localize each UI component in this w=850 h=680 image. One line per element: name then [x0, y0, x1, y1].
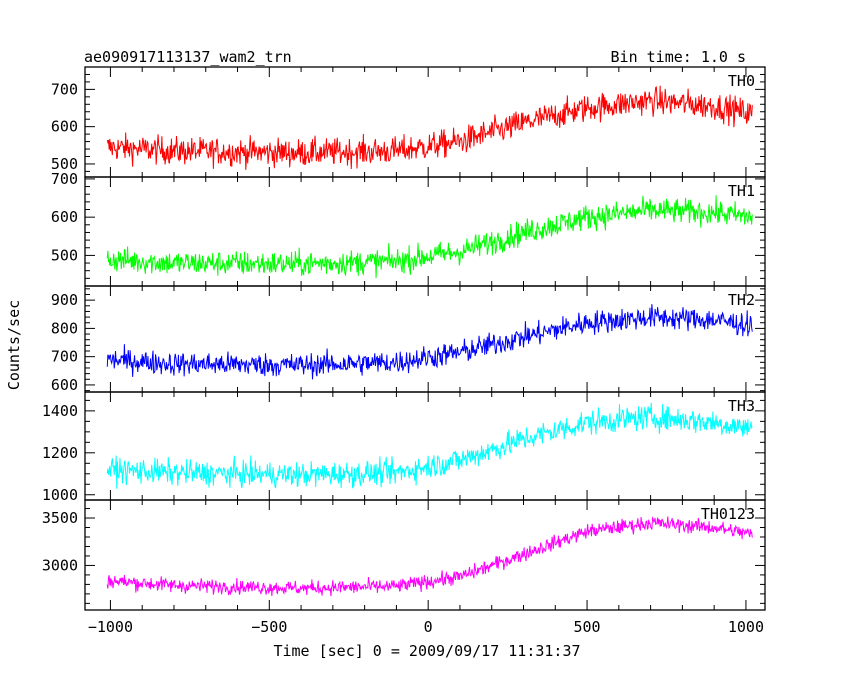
bin-time-label: Bin time: 1.0 s — [611, 48, 746, 66]
panel-th0123: 3000 3500 TH0123 — [42, 499, 766, 611]
x-tick-label: 500 — [574, 618, 601, 636]
x-tick-label: 0 — [424, 618, 433, 636]
series-line-th3 — [106, 402, 753, 489]
x-axis-label: Time [sec] 0 = 2009/09/17 11:31:37 — [273, 642, 580, 660]
y-axis-label: Counts/sec — [5, 300, 23, 390]
panel-th3: 1000 1200 1400 TH3 — [42, 391, 766, 504]
x-tick-label: −1000 — [88, 618, 133, 636]
panel-th0: 500 600 700 TH0 — [51, 66, 766, 178]
panels-group: 500 600 700 TH0 500 600 700 TH1 600 700 800 900 TH2 1… — [42, 66, 766, 636]
x-axis-ticks: −1000 −500 0 500 1000 — [88, 618, 764, 636]
y-tick-label: 1000 — [42, 486, 78, 504]
y-tick-label: 600 — [51, 376, 78, 394]
series-line-th2 — [106, 304, 753, 380]
panel-label-th1: TH1 — [728, 182, 755, 200]
y-tick-label: 700 — [51, 348, 78, 366]
y-tick-label: 700 — [51, 80, 78, 98]
y-tick-label: 600 — [51, 208, 78, 226]
panel-frame — [84, 66, 766, 178]
y-tick-label: 600 — [51, 118, 78, 136]
panel-frame — [84, 499, 766, 611]
panel-label-th0: TH0 — [728, 72, 755, 90]
series-line-th0123 — [106, 516, 753, 597]
y-tick-label: 500 — [51, 155, 78, 173]
x-tick-label: −500 — [251, 618, 287, 636]
panel-th1: 500 600 700 TH1 — [51, 170, 766, 287]
panel-frame — [84, 285, 766, 393]
y-tick-label: 3500 — [42, 509, 78, 527]
panel-th2: 600 700 800 900 TH2 — [51, 285, 766, 394]
panel-label-th0123: TH0123 — [701, 505, 755, 523]
y-tick-label: 3000 — [42, 556, 78, 574]
y-tick-label: 800 — [51, 319, 78, 337]
y-tick-label: 900 — [51, 291, 78, 309]
panel-frame — [84, 176, 766, 287]
series-line-th1 — [106, 195, 753, 279]
y-tick-label: 1200 — [42, 444, 78, 462]
y-tick-label: 500 — [51, 246, 78, 264]
series-line-th0 — [106, 85, 753, 170]
panel-label-th2: TH2 — [728, 291, 755, 309]
y-tick-label: 1400 — [42, 402, 78, 420]
panel-label-th3: TH3 — [728, 397, 755, 415]
y-tick-label: 700 — [51, 170, 78, 188]
chart-title: ae090917113137_wam2_trn — [84, 48, 292, 66]
x-tick-label: 1000 — [728, 618, 764, 636]
